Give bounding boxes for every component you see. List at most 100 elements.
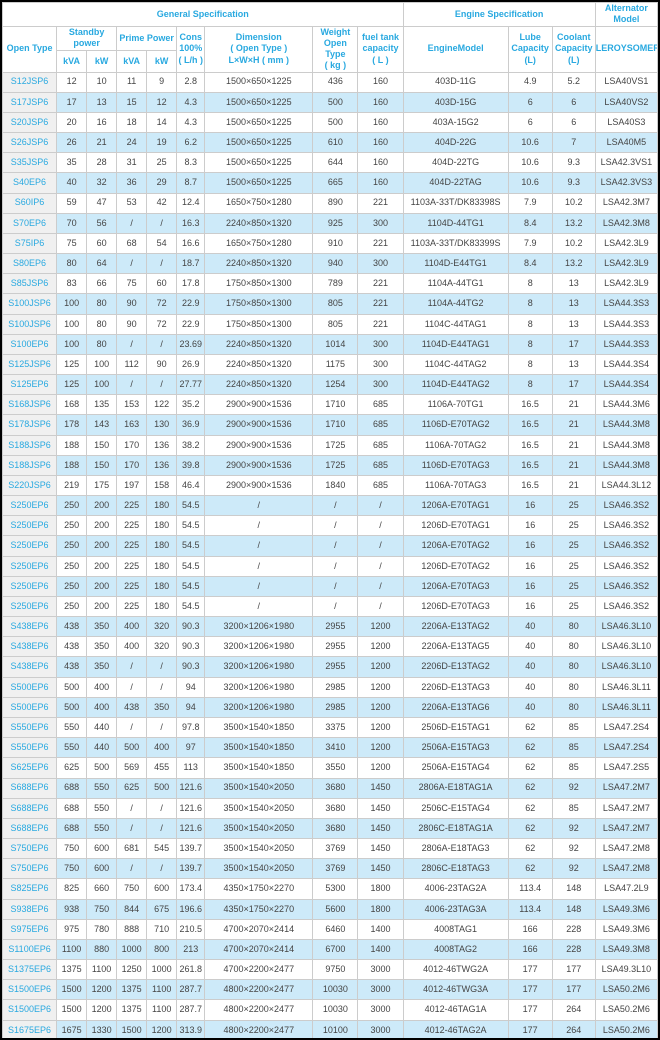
- data-cell: 12: [56, 71, 88, 93]
- data-cell: LSA40S3: [594, 111, 658, 134]
- data-cell: 625: [116, 777, 148, 799]
- data-cell: 3200×1206×1980: [204, 696, 314, 719]
- table-row: S688EP6 688 550//121.6 3500×1540×2050 3680 14…: [2, 797, 658, 819]
- model-cell: S60IP6: [2, 192, 58, 214]
- model-cell: S250EP6: [2, 595, 58, 618]
- data-cell: 225: [116, 575, 148, 597]
- data-cell: 2240×850×1320: [204, 374, 314, 396]
- data-cell: 35: [56, 152, 88, 174]
- data-cell: LSA44.3M8: [594, 414, 658, 436]
- data-cell: 1103A-33T/DK83398S: [402, 192, 509, 214]
- data-cell: 250: [56, 575, 88, 597]
- data-cell: 125: [56, 353, 88, 376]
- data-cell: 8.4: [507, 212, 553, 234]
- data-cell: LSA46.3S2: [594, 555, 658, 577]
- data-cell: 16.3: [176, 212, 206, 234]
- col-header-dimension: Dimension ( Open Type ) L×W×H ( mm ): [204, 25, 314, 73]
- data-cell: 4350×1750×2270: [204, 898, 314, 920]
- data-cell: 3375: [312, 716, 359, 739]
- data-cell: 10100: [312, 1019, 359, 1038]
- data-cell: 13: [86, 91, 118, 113]
- data-cell: /: [357, 515, 404, 537]
- data-cell: /: [116, 676, 148, 698]
- table-row: S550EP6 550 440//97.8 3500×1540×1850 3375 120…: [2, 716, 658, 739]
- data-cell: LSA47.2S4: [594, 716, 658, 739]
- data-cell: /: [116, 858, 148, 880]
- data-cell: 2240×850×1320: [204, 353, 314, 376]
- data-cell: 62: [507, 817, 553, 840]
- data-cell: 3500×1540×1850: [204, 716, 314, 739]
- data-cell: /: [312, 535, 359, 557]
- data-cell: 197: [116, 474, 148, 497]
- data-cell: 26.9: [176, 353, 206, 376]
- header-group-row: General Specification Engine Specificati…: [2, 2, 658, 27]
- data-cell: 500: [56, 676, 88, 698]
- data-cell: /: [312, 495, 359, 517]
- data-cell: 350: [86, 616, 118, 638]
- col-header-cons: Cons 100% ( L/h ): [176, 25, 206, 73]
- data-cell: /: [204, 495, 314, 517]
- data-cell: /: [116, 374, 148, 396]
- data-cell: 1710: [312, 394, 359, 416]
- data-cell: LSA46.3S2: [594, 515, 658, 537]
- data-cell: 436: [312, 71, 359, 93]
- data-cell: 16: [507, 515, 553, 537]
- data-cell: 25: [551, 495, 596, 517]
- data-cell: 200: [86, 535, 118, 557]
- data-cell: 1104A-44TG1: [402, 273, 509, 295]
- data-cell: LSA42.3L9: [594, 273, 658, 295]
- table-row: S438EP6 438 350 400 320 90.3 3200×1206×1980 295…: [2, 616, 658, 638]
- data-cell: 2900×900×1536: [204, 394, 314, 416]
- data-cell: 47: [86, 192, 118, 214]
- table-row: S500EP6 500 400 438 350 94 3200×1206×1980 2985 1…: [2, 696, 658, 719]
- data-cell: 438: [56, 616, 88, 638]
- data-cell: 188: [56, 434, 88, 456]
- data-cell: 1103A-33T/DK83399S: [402, 232, 509, 255]
- data-cell: 1450: [357, 817, 404, 840]
- data-cell: 25: [551, 595, 596, 618]
- data-cell: LSA47.2S4: [594, 737, 658, 759]
- data-cell: 10.6: [507, 172, 553, 194]
- data-cell: 320: [146, 616, 178, 638]
- data-cell: 350: [86, 656, 118, 678]
- data-cell: 221: [357, 273, 404, 295]
- data-cell: 1200: [357, 696, 404, 719]
- data-cell: 180: [146, 555, 178, 577]
- data-cell: 250: [56, 515, 88, 537]
- model-cell: S188JSP6: [2, 434, 58, 456]
- data-cell: 39.8: [176, 454, 206, 476]
- data-cell: 440: [86, 716, 118, 739]
- data-cell: 2240×850×1320: [204, 253, 314, 275]
- data-cell: 12: [146, 91, 178, 113]
- model-cell: S750EP6: [2, 838, 58, 860]
- data-cell: 1750×850×1300: [204, 313, 314, 335]
- data-cell: /: [146, 858, 178, 880]
- data-cell: 22.9: [176, 293, 206, 315]
- data-cell: 800: [146, 938, 178, 961]
- data-cell: 163: [116, 414, 148, 436]
- data-cell: 10.6: [507, 152, 553, 174]
- header-row-main: Open Type Standby power Prime Power Cons…: [2, 25, 658, 73]
- data-cell: 404D-22TG: [402, 152, 509, 174]
- data-cell: 21: [551, 434, 596, 456]
- data-cell: 1106A-70TAG3: [402, 474, 509, 497]
- data-cell: 400: [86, 676, 118, 698]
- model-cell: S1500EP6: [2, 979, 58, 1001]
- data-cell: 25: [551, 555, 596, 577]
- model-cell: S220JSP6: [2, 474, 58, 497]
- unit-header-standby-kva: kVA: [56, 50, 88, 73]
- data-cell: 313.9: [176, 1019, 206, 1038]
- model-cell: S75IP6: [2, 232, 58, 255]
- data-cell: LSA42.3M8: [594, 212, 658, 234]
- data-cell: /: [116, 212, 148, 234]
- data-cell: 100: [56, 293, 88, 315]
- data-cell: 80: [86, 333, 118, 355]
- data-cell: 3200×1206×1980: [204, 656, 314, 678]
- data-cell: 178: [56, 414, 88, 436]
- data-cell: 177: [551, 959, 596, 981]
- data-cell: 925: [312, 212, 359, 234]
- data-cell: 287.7: [176, 979, 206, 1001]
- data-cell: 8.4: [507, 253, 553, 275]
- data-cell: 600: [146, 878, 178, 900]
- data-cell: 4.9: [507, 71, 553, 93]
